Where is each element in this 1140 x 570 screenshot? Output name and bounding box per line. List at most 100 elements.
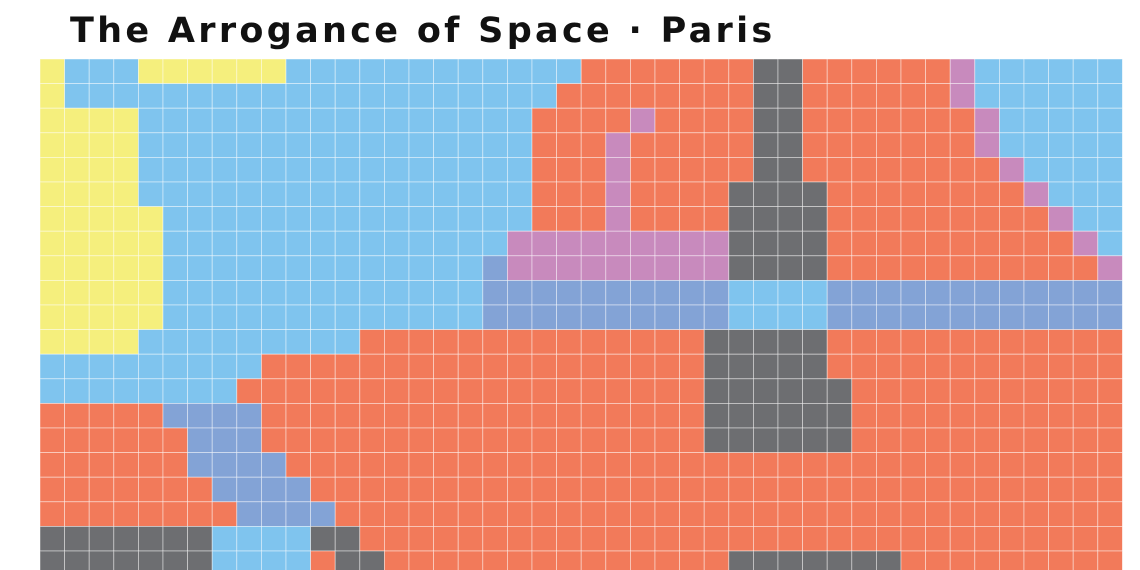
grid-cell-light-blue — [260, 132, 287, 158]
grid-cell-orange — [359, 402, 385, 429]
grid-cell-yellow — [88, 329, 115, 355]
grid-cell-orange — [876, 156, 902, 183]
grid-cell-orange — [630, 402, 656, 429]
grid-cell-orange — [531, 132, 558, 158]
grid-cell-gray — [728, 255, 754, 281]
grid-cell-gray — [777, 107, 804, 134]
grid-cell-orange — [310, 452, 336, 478]
grid-cell-orange — [359, 378, 385, 404]
grid-cell-light-blue — [310, 83, 336, 109]
grid-cell-orange — [334, 501, 361, 527]
grid-cell-orange — [1097, 427, 1123, 454]
grid-cell-orange — [556, 181, 582, 208]
grid-cell-orange — [39, 501, 66, 527]
grid-cell-orange — [900, 550, 927, 570]
grid-cell-orange — [630, 83, 656, 109]
grid-cell-orange — [531, 107, 558, 134]
grid-cell-slate-blue — [285, 501, 312, 527]
grid-cell-light-blue — [359, 304, 385, 331]
grid-cell-light-blue — [556, 58, 582, 85]
grid-cell-light-blue — [359, 107, 385, 134]
grid-cell-orange — [605, 550, 631, 570]
grid-cell-orange — [679, 427, 705, 454]
grid-cell-light-blue — [408, 58, 435, 85]
grid-cell-orange — [506, 378, 533, 404]
grid-cell-orange — [876, 501, 902, 527]
grid-cell-light-blue — [88, 353, 115, 380]
grid-cell-light-blue — [310, 279, 336, 306]
grid-cell-light-blue — [236, 156, 262, 183]
grid-cell-gray — [777, 58, 804, 85]
grid-cell-light-blue — [334, 107, 361, 134]
grid-cell-light-blue — [1023, 107, 1050, 134]
grid-cell-light-blue — [1097, 58, 1123, 85]
grid-cell-light-blue — [211, 255, 238, 281]
grid-cell-orange — [900, 329, 927, 355]
grid-cell-orange — [137, 501, 164, 527]
grid-cell-orange — [1048, 378, 1074, 404]
grid-cell-gray — [162, 526, 189, 552]
grid-cell-light-blue — [1048, 132, 1074, 158]
grid-cell-orange — [64, 427, 90, 454]
grid-cell-gray — [802, 353, 828, 380]
grid-cell-light-blue — [187, 107, 213, 134]
grid-cell-gray — [753, 427, 779, 454]
grid-cell-orange — [1023, 526, 1050, 552]
grid-cell-orange — [580, 378, 607, 404]
grid-cell-purple — [605, 230, 631, 257]
grid-cell-orange — [310, 427, 336, 454]
grid-cell-gray — [39, 550, 66, 570]
grid-cell-light-blue — [1048, 181, 1074, 208]
grid-cell-orange — [1048, 452, 1074, 478]
grid-cell-gray — [728, 550, 754, 570]
grid-cell-orange — [728, 83, 754, 109]
grid-cell-orange — [974, 550, 1000, 570]
grid-cell-orange — [876, 230, 902, 257]
grid-cell-light-blue — [408, 83, 435, 109]
grid-cell-yellow — [162, 58, 189, 85]
grid-cell-orange — [457, 378, 484, 404]
grid-cell-light-blue — [162, 181, 189, 208]
grid-cell-light-blue — [433, 107, 459, 134]
grid-cell-light-blue — [285, 230, 312, 257]
grid-cell-orange — [753, 476, 779, 503]
grid-cell-light-blue — [383, 181, 410, 208]
grid-cell-slate-blue — [900, 304, 927, 331]
grid-cell-orange — [802, 83, 828, 109]
grid-cell-light-blue — [359, 206, 385, 232]
grid-cell-yellow — [113, 206, 139, 232]
grid-cell-orange — [630, 181, 656, 208]
grid-cell-light-blue — [211, 83, 238, 109]
grid-cell-orange — [1097, 526, 1123, 552]
grid-cell-orange — [900, 107, 927, 134]
grid-cell-orange — [999, 378, 1025, 404]
grid-cell-light-blue — [506, 107, 533, 134]
grid-cell-orange — [457, 501, 484, 527]
grid-cell-orange — [777, 452, 804, 478]
grid-cell-orange — [88, 402, 115, 429]
grid-cell-orange — [556, 206, 582, 232]
grid-cell-orange — [408, 550, 435, 570]
grid-cell-purple — [974, 132, 1000, 158]
grid-cell-orange — [876, 378, 902, 404]
grid-cell-orange — [1072, 427, 1099, 454]
grid-cell-slate-blue — [1097, 279, 1123, 306]
grid-cell-purple — [630, 107, 656, 134]
grid-cell-light-blue — [433, 83, 459, 109]
grid-cell-orange — [1072, 550, 1099, 570]
grid-cell-orange — [925, 329, 951, 355]
grid-cell-orange — [974, 206, 1000, 232]
grid-cell-orange — [925, 255, 951, 281]
grid-cell-slate-blue — [999, 304, 1025, 331]
grid-cell-orange — [630, 526, 656, 552]
grid-cell-gray — [334, 526, 361, 552]
grid-cell-light-blue — [482, 83, 508, 109]
grid-cell-orange — [531, 181, 558, 208]
grid-cell-yellow — [64, 181, 90, 208]
grid-cell-orange — [925, 452, 951, 478]
grid-cell-slate-blue — [654, 304, 681, 331]
grid-cell-orange — [531, 402, 558, 429]
grid-cell-gray — [64, 550, 90, 570]
grid-cell-light-blue — [408, 255, 435, 281]
grid-cell-light-blue — [433, 304, 459, 331]
